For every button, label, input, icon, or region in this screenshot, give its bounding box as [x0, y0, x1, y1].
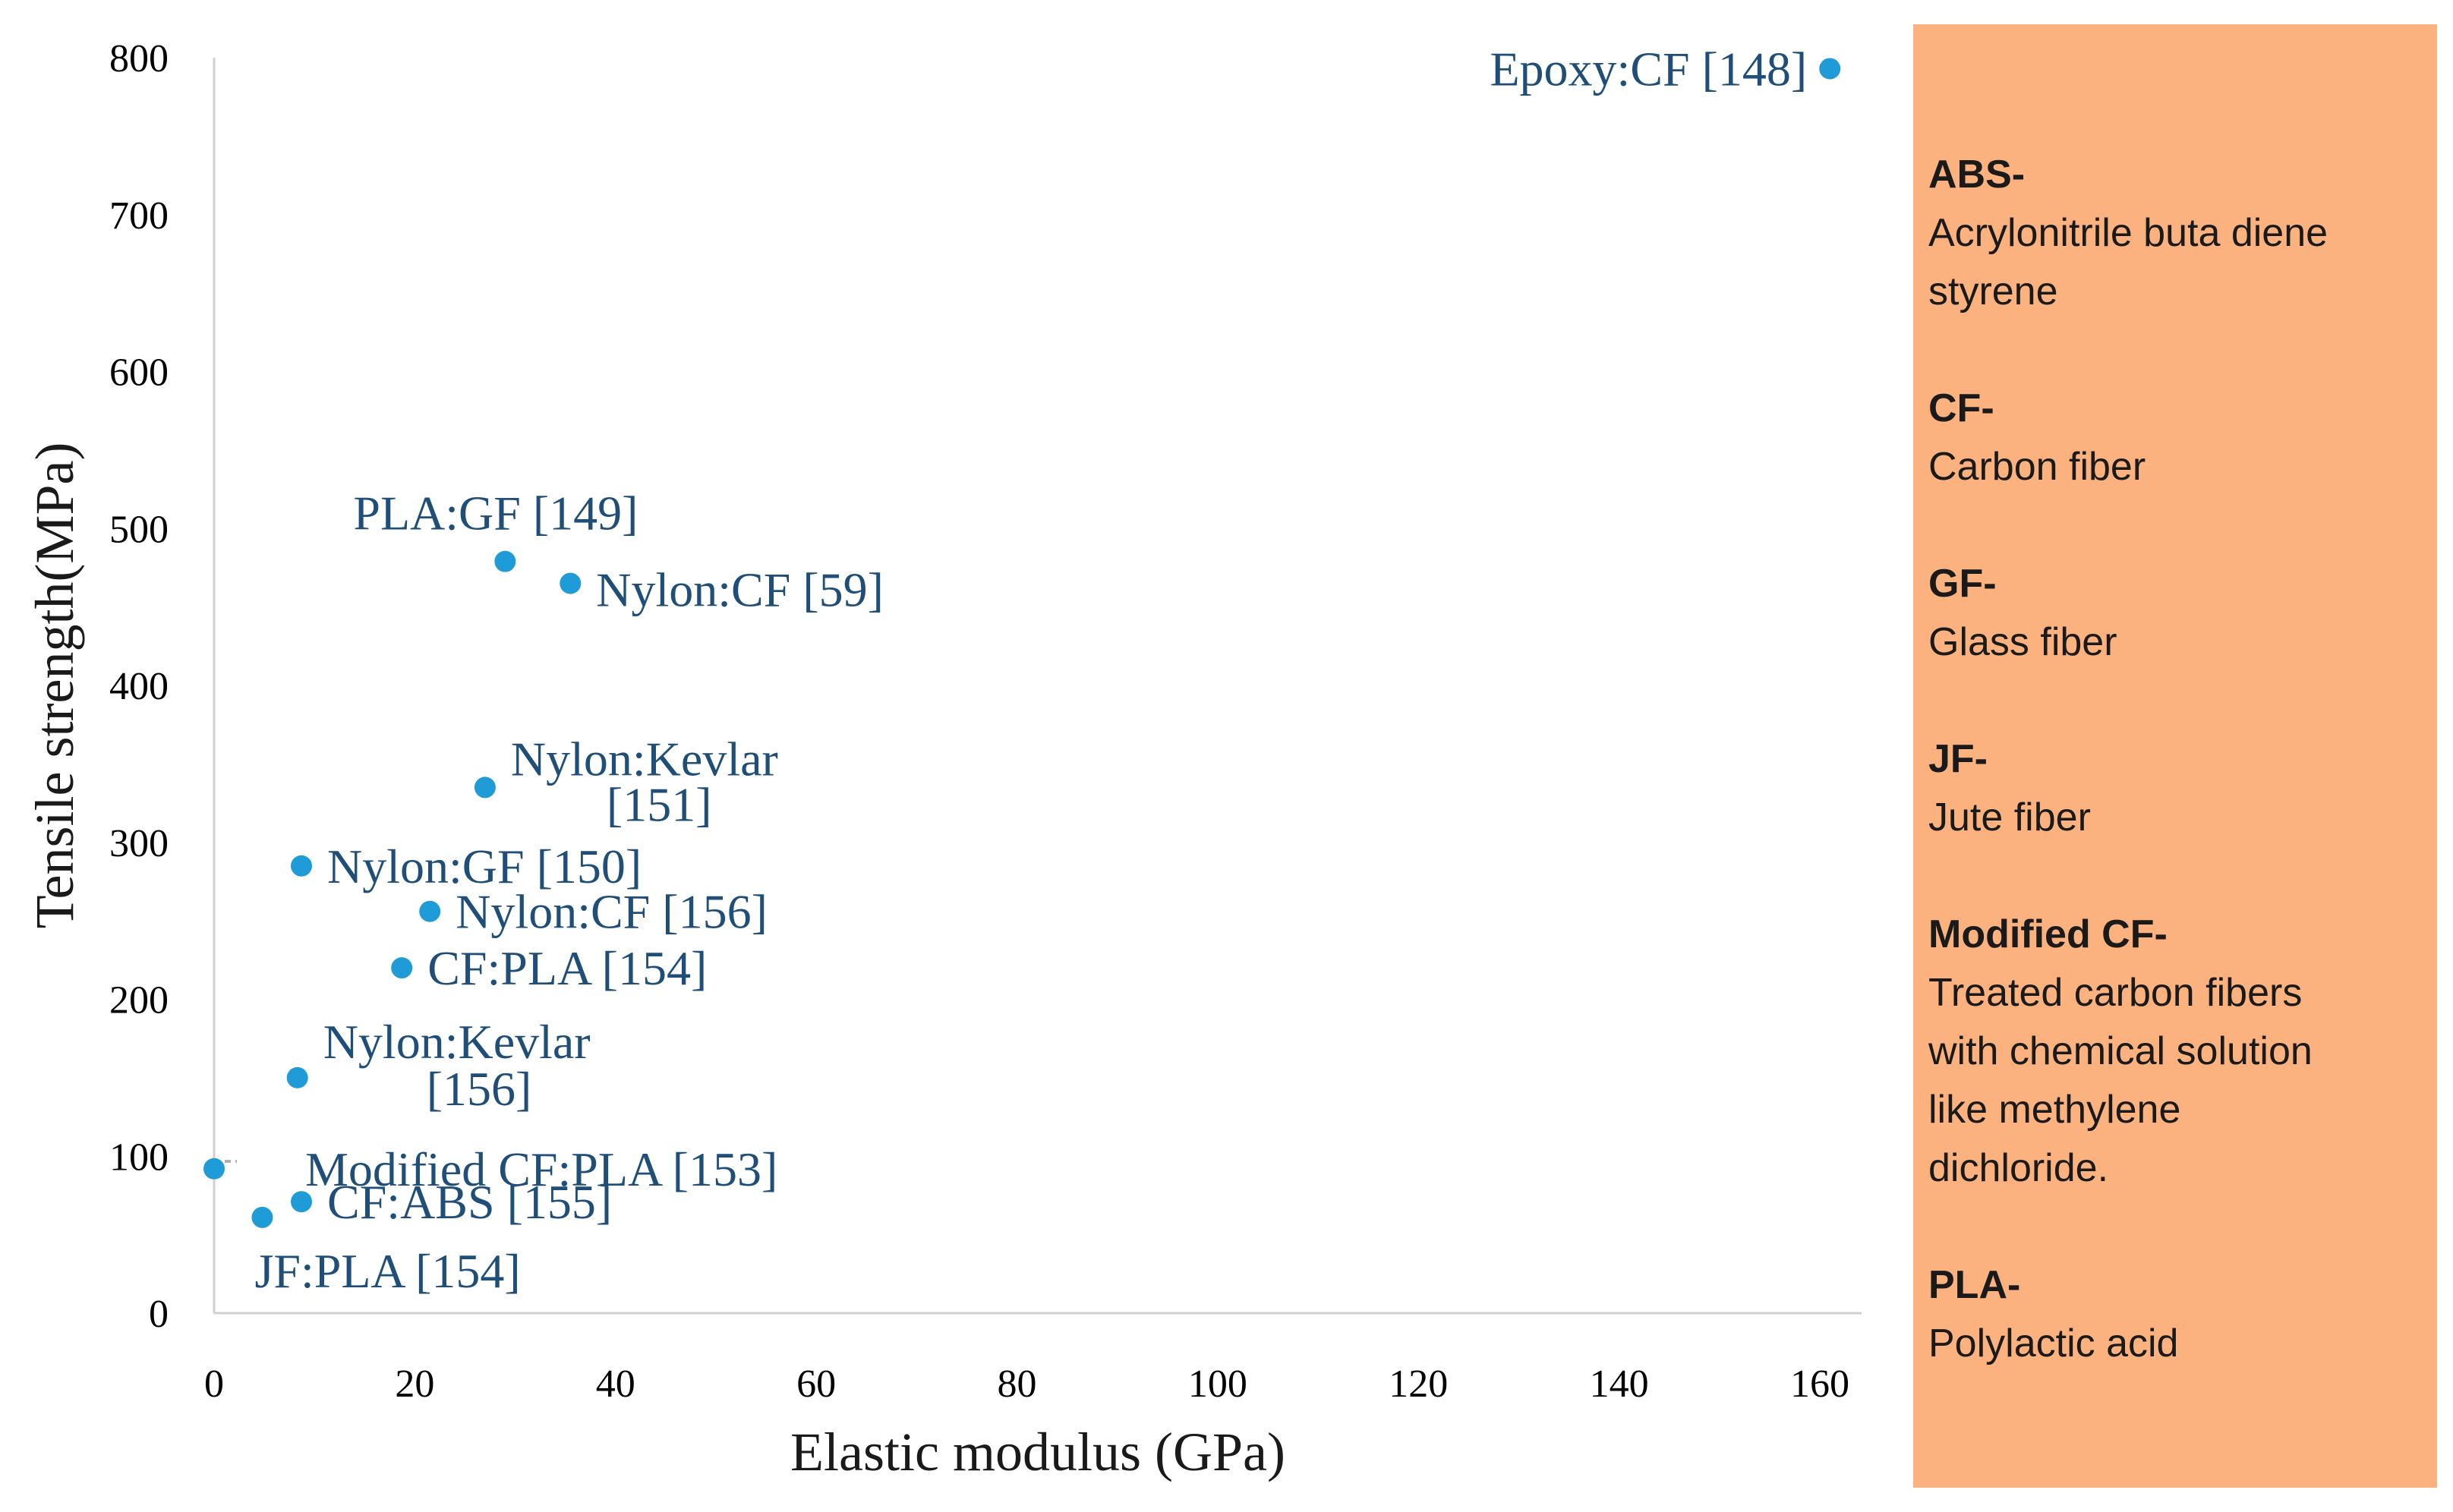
data-point-label: Nylon:Kevlar — [511, 732, 778, 786]
legend-entry: GF- Glass fiber — [1928, 555, 2437, 672]
data-point-label: Nylon:GF [150] — [327, 839, 642, 893]
data-point-label: Nylon:Kevlar — [323, 1015, 591, 1069]
y-tick-label: 400 — [109, 665, 169, 708]
legend-entry: CF- Carbon fiber — [1928, 380, 2437, 496]
x-tick-label: 80 — [998, 1362, 1037, 1406]
data-point-labels: Epoxy:CF [148] PLA:GF [149] Nylon:CF [59] N… — [254, 42, 1807, 1297]
data-point-label-continued: [156] — [427, 1062, 532, 1116]
data-point — [419, 900, 441, 922]
legend-definition-line: Polylactic acid — [1928, 1321, 2179, 1366]
data-point — [286, 1066, 308, 1088]
data-point-label: Epoxy:CF [148] — [1490, 42, 1807, 96]
y-tick-label: 800 — [109, 37, 169, 80]
legend-term: GF- — [1928, 562, 1997, 606]
data-point-label: JF:PLA [154] — [254, 1244, 520, 1298]
legend-definition-line: with chemical solution — [1928, 1029, 2313, 1073]
x-tick-label: 160 — [1790, 1362, 1849, 1406]
legend-term: JF- — [1928, 737, 1988, 781]
data-point-label-continued: [151] — [607, 777, 712, 831]
data-point — [251, 1206, 273, 1228]
y-tick-label: 700 — [109, 194, 169, 238]
legend-term: ABS- — [1928, 153, 2026, 197]
legend-definition-line: like methylene — [1928, 1088, 2181, 1132]
data-point — [494, 550, 516, 572]
legend-term: CF- — [1928, 386, 1994, 430]
data-point-label: PLA:GF [149] — [353, 487, 638, 540]
legend-definition-line: Carbon fiber — [1928, 445, 2146, 489]
y-tick-label: 300 — [109, 822, 169, 865]
legend-entry: PLA- Polylactic acid — [1928, 1256, 2437, 1373]
x-tick-label: 120 — [1389, 1362, 1448, 1406]
legend-term: Modified CF- — [1928, 912, 2168, 956]
legend-definition-line: dichloride. — [1928, 1146, 2109, 1190]
x-tick-label: 0 — [204, 1362, 224, 1406]
data-point-label: CF:PLA [154] — [427, 941, 707, 995]
legend-definition-line: Glass fiber — [1928, 620, 2117, 664]
data-point-label: Modified CF:PLA [153] — [305, 1142, 777, 1196]
abbreviation-legend: ABS- Acrylonitrile buta diene styrene CF- Ca… — [1913, 24, 2437, 1488]
data-point-label: CF:ABS [155] — [327, 1175, 612, 1229]
data-point — [203, 1158, 225, 1180]
legend-definition-line: Acrylonitrile buta diene — [1928, 211, 2328, 255]
x-tick-label: 40 — [596, 1362, 635, 1406]
legend-term: PLA- — [1928, 1263, 2021, 1307]
x-tick-labels: 0 20 40 60 80 100 120 140 160 — [204, 1362, 1849, 1406]
data-point — [391, 957, 413, 979]
data-point — [474, 776, 496, 799]
x-tick-label: 60 — [796, 1362, 836, 1406]
legend-entry: ABS- Acrylonitrile buta diene styrene — [1928, 146, 2437, 321]
axes — [213, 58, 1862, 1315]
x-axis-title: Elastic modulus (GPa) — [790, 1422, 1285, 1482]
y-tick-label: 0 — [149, 1293, 169, 1336]
legend-definition-line: Jute fiber — [1928, 795, 2091, 839]
y-tick-labels: 0 100 200 300 400 500 600 700 800 — [109, 37, 169, 1336]
data-point-label: Nylon:CF [156] — [456, 885, 768, 939]
y-tick-label: 600 — [109, 351, 169, 395]
x-tick-label: 140 — [1590, 1362, 1649, 1406]
y-tick-label: 200 — [109, 979, 169, 1022]
legend-entry: Modified CF- Treated carbon fibers with ch… — [1928, 906, 2437, 1198]
legend-definition-line: styrene — [1928, 269, 2058, 313]
data-point — [1819, 58, 1841, 80]
data-point-label: Nylon:CF [59] — [596, 563, 884, 617]
y-tick-label: 100 — [109, 1136, 169, 1179]
data-point — [291, 855, 313, 877]
y-tick-label: 500 — [109, 508, 169, 551]
y-axis-title: Tensile strength(MPa) — [24, 443, 85, 929]
data-points — [203, 58, 1841, 1228]
x-tick-label: 100 — [1188, 1362, 1247, 1406]
data-point — [291, 1191, 313, 1213]
data-point — [560, 572, 582, 594]
legend-definition-line: Treated carbon fibers — [1928, 971, 2303, 1015]
legend-entry: JF- Jute fiber — [1928, 730, 2437, 847]
x-tick-label: 20 — [395, 1362, 434, 1406]
